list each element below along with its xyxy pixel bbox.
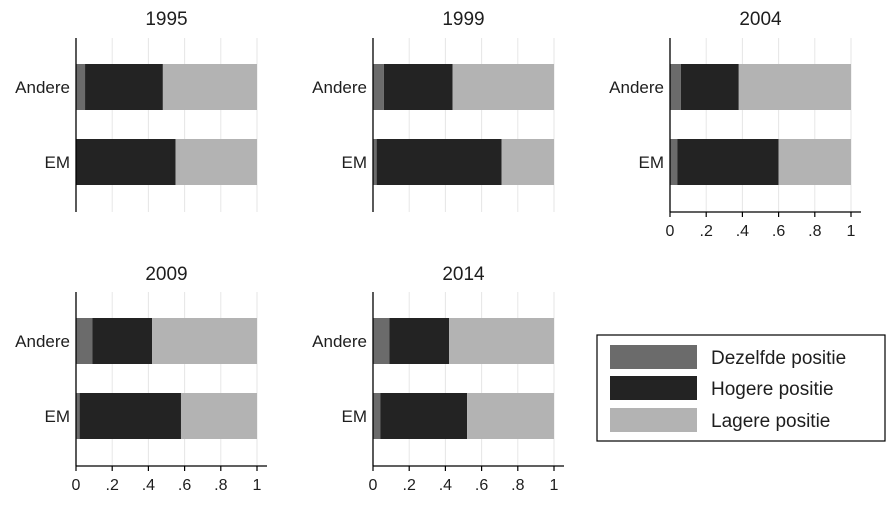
bar-segment [670, 64, 681, 110]
bar-segment [501, 139, 554, 185]
legend-swatch [610, 345, 697, 369]
bar-segment [76, 139, 176, 185]
category-label: EM [45, 153, 71, 172]
legend-label: Hogere positie [711, 379, 834, 400]
legend-swatch [610, 408, 697, 432]
x-tick-label: .2 [106, 477, 119, 494]
x-tick-label: .6 [475, 477, 488, 494]
legend-label: Lagere positie [711, 411, 830, 432]
x-tick-label: 1 [550, 477, 559, 494]
bar-segment [79, 393, 181, 439]
bar-segment [85, 64, 163, 110]
bar-segment [383, 64, 453, 110]
category-label: EM [45, 407, 71, 426]
chart-title: 2004 [739, 9, 782, 30]
bar-segment [162, 64, 257, 110]
bar-segment [376, 139, 502, 185]
x-tick-label: .8 [511, 477, 524, 494]
bar-segment [449, 318, 554, 364]
legend-label: Dezelfde positie [711, 348, 846, 369]
x-tick-label: .8 [214, 477, 227, 494]
category-label: EM [342, 153, 368, 172]
chart-title: 2009 [145, 264, 187, 285]
bar-segment [380, 393, 468, 439]
bar-segment [76, 64, 86, 110]
x-tick-label: .4 [736, 223, 749, 240]
x-tick-label: .4 [142, 477, 155, 494]
category-label: Andere [15, 332, 70, 351]
category-label: EM [342, 407, 368, 426]
x-tick-label: .2 [403, 477, 416, 494]
chart-title: 2014 [442, 264, 485, 285]
bar-segment [389, 318, 450, 364]
bar-segment [670, 139, 678, 185]
bar-segment [76, 318, 93, 364]
bar-segment [373, 139, 377, 185]
bar-segment [680, 64, 739, 110]
x-tick-label: 0 [72, 477, 81, 494]
category-label: Andere [312, 332, 367, 351]
x-tick-label: .2 [700, 223, 713, 240]
bar-segment [778, 139, 851, 185]
x-tick-label: 1 [253, 477, 262, 494]
category-label: Andere [609, 78, 664, 97]
x-tick-label: .8 [808, 223, 821, 240]
category-label: EM [639, 153, 665, 172]
x-tick-label: .4 [439, 477, 452, 494]
chart-title: 1995 [145, 9, 187, 30]
bar-segment [152, 318, 257, 364]
bar-segment [677, 139, 779, 185]
bar-segment [452, 64, 554, 110]
bar-segment [467, 393, 554, 439]
x-tick-label: 1 [847, 223, 856, 240]
chart-title: 1999 [442, 9, 484, 30]
bar-segment [373, 393, 381, 439]
x-tick-label: .6 [772, 223, 785, 240]
category-label: Andere [312, 78, 367, 97]
bar-segment [373, 64, 384, 110]
bar-segment [180, 393, 257, 439]
legend-swatch [610, 376, 697, 400]
bar-segment [92, 318, 153, 364]
x-tick-label: 0 [369, 477, 378, 494]
bar-segment [76, 393, 80, 439]
bar-segment [373, 318, 390, 364]
bar-segment [738, 64, 851, 110]
category-label: Andere [15, 78, 70, 97]
bar-segment [175, 139, 257, 185]
x-tick-label: 0 [666, 223, 675, 240]
x-tick-label: .6 [178, 477, 191, 494]
